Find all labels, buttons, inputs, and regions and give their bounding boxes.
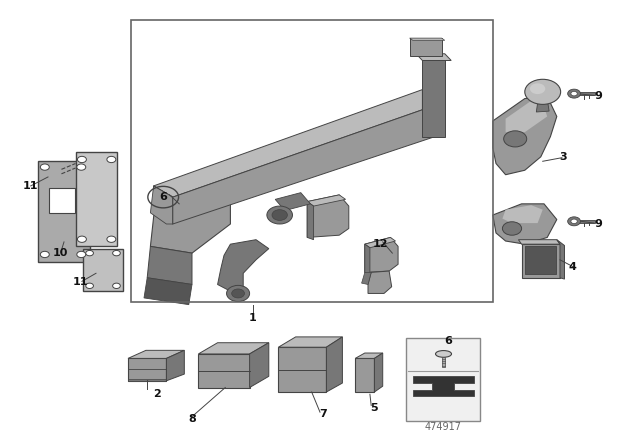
Text: 10: 10	[53, 248, 68, 258]
Polygon shape	[278, 337, 342, 347]
Bar	[406, 338, 480, 421]
Polygon shape	[198, 343, 269, 354]
Bar	[76, 152, 117, 246]
Polygon shape	[147, 246, 192, 284]
Text: 5: 5	[371, 403, 378, 413]
Polygon shape	[413, 376, 474, 396]
Circle shape	[571, 219, 577, 224]
Circle shape	[502, 222, 522, 235]
Polygon shape	[154, 186, 173, 224]
Circle shape	[40, 164, 49, 170]
Ellipse shape	[435, 350, 452, 358]
Bar	[278, 347, 326, 392]
Polygon shape	[368, 271, 392, 293]
Circle shape	[77, 236, 86, 242]
Text: 8: 8	[188, 414, 196, 424]
Polygon shape	[275, 193, 310, 211]
Polygon shape	[422, 60, 445, 137]
Circle shape	[227, 285, 250, 302]
Circle shape	[525, 79, 561, 104]
Text: 2: 2	[153, 389, 161, 399]
Circle shape	[86, 250, 93, 256]
Text: 474917: 474917	[425, 422, 462, 432]
Polygon shape	[365, 237, 396, 248]
Bar	[83, 249, 123, 291]
Circle shape	[232, 289, 244, 298]
Text: 11: 11	[23, 181, 38, 191]
Polygon shape	[154, 90, 442, 197]
Polygon shape	[218, 240, 269, 291]
Bar	[576, 220, 595, 223]
Polygon shape	[128, 350, 184, 358]
Polygon shape	[355, 353, 383, 358]
Circle shape	[40, 251, 49, 258]
Text: 9: 9	[595, 91, 602, 101]
Polygon shape	[150, 186, 173, 224]
Polygon shape	[374, 353, 383, 392]
Bar	[442, 357, 445, 367]
Polygon shape	[410, 38, 442, 56]
Polygon shape	[250, 343, 269, 388]
Polygon shape	[307, 195, 349, 237]
Text: 9: 9	[595, 219, 602, 229]
Polygon shape	[410, 38, 445, 40]
Polygon shape	[150, 170, 230, 253]
Polygon shape	[365, 237, 398, 272]
Circle shape	[272, 210, 287, 220]
Polygon shape	[493, 96, 557, 175]
Polygon shape	[518, 240, 560, 244]
Polygon shape	[365, 244, 370, 276]
Text: 7: 7	[319, 409, 327, 419]
Text: 4: 4	[569, 262, 577, 271]
Bar	[131, 20, 493, 302]
Polygon shape	[536, 103, 549, 112]
Polygon shape	[416, 54, 451, 60]
Circle shape	[86, 283, 93, 289]
Bar	[355, 358, 374, 392]
Polygon shape	[166, 350, 184, 381]
Bar	[38, 161, 90, 262]
Circle shape	[107, 236, 116, 242]
Circle shape	[77, 156, 86, 163]
Bar	[49, 188, 75, 213]
Circle shape	[77, 251, 86, 258]
Polygon shape	[557, 240, 564, 279]
Circle shape	[107, 156, 116, 163]
Text: 6: 6	[159, 192, 167, 202]
Bar	[128, 358, 166, 381]
Polygon shape	[173, 103, 442, 224]
Circle shape	[568, 217, 580, 226]
Bar	[525, 246, 556, 274]
Circle shape	[77, 164, 86, 170]
Text: 1: 1	[249, 313, 257, 323]
Circle shape	[504, 131, 527, 147]
Circle shape	[530, 83, 545, 94]
Circle shape	[267, 206, 292, 224]
Polygon shape	[307, 195, 346, 206]
Polygon shape	[422, 90, 442, 134]
Polygon shape	[307, 202, 314, 240]
Text: 12: 12	[373, 239, 388, 249]
Polygon shape	[326, 337, 342, 392]
Text: 11: 11	[73, 277, 88, 287]
Polygon shape	[502, 205, 543, 223]
Polygon shape	[522, 244, 560, 278]
Circle shape	[113, 283, 120, 289]
Bar	[198, 354, 250, 388]
Circle shape	[113, 250, 120, 256]
Text: 6: 6	[444, 336, 452, 346]
Polygon shape	[506, 101, 547, 132]
Polygon shape	[493, 204, 557, 244]
Bar	[576, 92, 595, 95]
Circle shape	[571, 91, 577, 96]
Text: 3: 3	[559, 152, 567, 162]
Polygon shape	[157, 170, 237, 195]
Polygon shape	[144, 278, 192, 305]
Circle shape	[568, 89, 580, 98]
Polygon shape	[362, 272, 371, 284]
Bar	[128, 379, 166, 381]
